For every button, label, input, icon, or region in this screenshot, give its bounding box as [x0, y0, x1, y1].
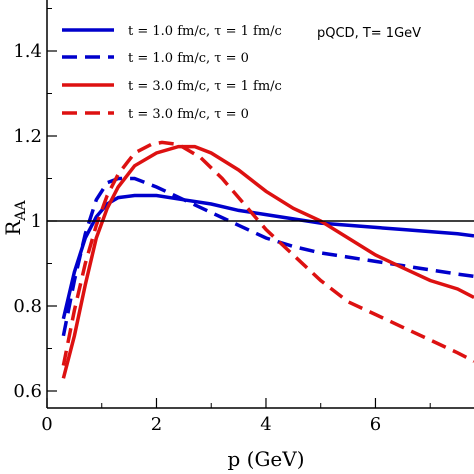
series-line-2 [61, 176, 474, 337]
series-line-4 [61, 140, 474, 366]
ticks-layer: 0 2 4 6 0.6 0.8 1 1.2 1.4 [13, 8, 431, 435]
series-layer [61, 140, 474, 379]
y-axis-title: RAA [1, 199, 29, 235]
legend: t = 1.0 fm/c, τ = 1 fm/c t = 1.0 fm/c, τ … [62, 24, 282, 122]
y-tick-label: 1 [31, 211, 42, 232]
x-tick-label: 0 [41, 414, 52, 435]
y-tick-label: 1.4 [13, 41, 42, 62]
y-tick-label: 0.8 [13, 296, 42, 317]
legend-label-1: t = 1.0 fm/c, τ = 1 fm/c [128, 24, 282, 39]
x-tick-label: 2 [151, 414, 162, 435]
legend-label-2: t = 1.0 fm/c, τ = 0 [128, 51, 249, 66]
series-line-3 [61, 144, 474, 379]
x-tick-label: 4 [260, 414, 271, 435]
legend-label-3: t = 3.0 fm/c, τ = 1 fm/c [128, 79, 282, 94]
y-tick-label: 1.2 [13, 126, 42, 147]
y-tick-label: 0.6 [13, 381, 42, 402]
legend-label-4: t = 3.0 fm/c, τ = 0 [128, 107, 249, 122]
axes-layer [46, 0, 474, 409]
x-axis-title: p (GeV) [227, 447, 304, 471]
chart-annotation: pQCD, T= 1GeV [317, 26, 421, 41]
x-tick-label: 6 [370, 414, 381, 435]
series-line-1 [61, 193, 474, 320]
